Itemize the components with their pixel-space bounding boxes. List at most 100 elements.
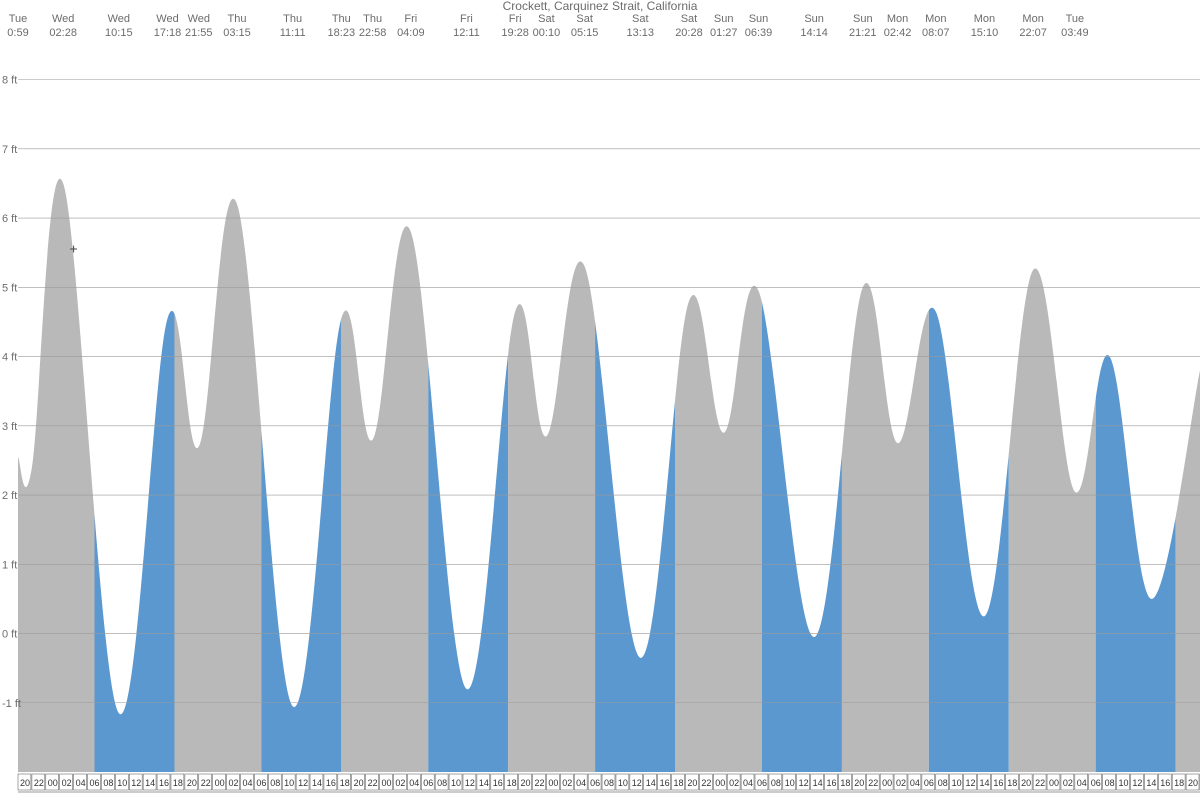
hour-tick-label: 16 xyxy=(493,778,503,788)
time-label-time: 18:23 xyxy=(328,27,356,39)
hour-tick-label: 02 xyxy=(896,778,906,788)
hour-tick-label: 18 xyxy=(340,778,350,788)
hour-tick-label: 12 xyxy=(632,778,642,788)
y-axis-label: 8 ft xyxy=(2,75,17,87)
hour-tick-label: 16 xyxy=(326,778,336,788)
hour-tick-label: 18 xyxy=(173,778,183,788)
time-label-day: Thu xyxy=(283,13,302,25)
time-label-time: 03:49 xyxy=(1061,27,1089,39)
hour-tick-label: 22 xyxy=(1035,778,1045,788)
hour-tick-label: 00 xyxy=(548,778,558,788)
hour-tick-label: 10 xyxy=(1119,778,1129,788)
time-label-time: 17:18 xyxy=(154,27,182,39)
tide-chart: 8 ft7 ft6 ft5 ft4 ft3 ft2 ft1 ft0 ft-1 f… xyxy=(0,0,1200,800)
hour-tick-label: 10 xyxy=(117,778,127,788)
hour-tick-label: 02 xyxy=(62,778,72,788)
hour-tick-label: 00 xyxy=(882,778,892,788)
time-label-day: Fri xyxy=(404,13,417,25)
time-label-time: 22:07 xyxy=(1019,27,1047,39)
time-label-time: 03:15 xyxy=(223,27,251,39)
time-label-day: Wed xyxy=(156,13,178,25)
y-axis-label: -1 ft xyxy=(2,698,21,710)
time-label-time: 21:21 xyxy=(849,27,877,39)
time-label-day: Thu xyxy=(332,13,351,25)
time-label-day: Sat xyxy=(632,13,649,25)
time-label-day: Wed xyxy=(188,13,210,25)
chart-title: Crockett, Carquinez Strait, California xyxy=(503,0,698,13)
hour-tick-label: 04 xyxy=(576,778,586,788)
y-axis-label: 0 ft xyxy=(2,629,17,641)
hour-tick-label: 00 xyxy=(1049,778,1059,788)
hour-tick-label: 00 xyxy=(381,778,391,788)
hour-tick-label: 14 xyxy=(646,778,656,788)
hour-tick-label: 16 xyxy=(826,778,836,788)
hour-tick-label: 12 xyxy=(298,778,308,788)
hour-tick-label: 14 xyxy=(312,778,322,788)
time-label-day: Sun xyxy=(853,13,873,25)
hour-tick-label: 20 xyxy=(1188,778,1198,788)
hour-tick-label: 06 xyxy=(1091,778,1101,788)
hour-tick-label: 02 xyxy=(729,778,739,788)
hour-tick-label: 00 xyxy=(48,778,58,788)
hour-tick-label: 20 xyxy=(354,778,364,788)
time-label-time: 01:27 xyxy=(710,27,738,39)
hour-tick-label: 22 xyxy=(701,778,711,788)
hour-tick-label: 02 xyxy=(229,778,239,788)
hour-tick-label: 04 xyxy=(910,778,920,788)
hour-tick-label: 12 xyxy=(799,778,809,788)
time-label-time: 04:09 xyxy=(397,27,425,39)
time-label-day: Wed xyxy=(108,13,130,25)
y-axis-label: 7 ft xyxy=(2,144,17,156)
hour-tick-label: 20 xyxy=(187,778,197,788)
hour-tick-label: 08 xyxy=(437,778,447,788)
time-label-day: Fri xyxy=(460,13,473,25)
hour-tick-label: 22 xyxy=(201,778,211,788)
y-axis-label: 1 ft xyxy=(2,559,17,571)
hour-tick-label: 06 xyxy=(256,778,266,788)
hour-tick-label: 08 xyxy=(604,778,614,788)
hour-tick-label: 06 xyxy=(757,778,767,788)
hour-tick-label: 16 xyxy=(1160,778,1170,788)
time-label-day: Tue xyxy=(9,13,28,25)
hour-tick-label: 02 xyxy=(562,778,572,788)
hour-tick-label: 08 xyxy=(1105,778,1115,788)
hour-tick-label: 22 xyxy=(34,778,44,788)
hour-tick-label: 06 xyxy=(924,778,934,788)
time-label-day: Sun xyxy=(714,13,734,25)
time-label-time: 10:15 xyxy=(105,27,133,39)
time-label-day: Sat xyxy=(538,13,555,25)
hour-tick-label: 20 xyxy=(1021,778,1031,788)
hour-tick-label: 12 xyxy=(131,778,141,788)
hour-tick-label: 18 xyxy=(840,778,850,788)
hour-tick-label: 16 xyxy=(159,778,169,788)
time-label-day: Mon xyxy=(974,13,995,25)
time-label-day: Sun xyxy=(749,13,769,25)
hour-tick-label: 04 xyxy=(1077,778,1087,788)
tide-chart-svg: 8 ft7 ft6 ft5 ft4 ft3 ft2 ft1 ft0 ft-1 f… xyxy=(0,0,1200,800)
hour-tick-label: 16 xyxy=(993,778,1003,788)
hour-tick-label: 14 xyxy=(145,778,155,788)
time-label-day: Mon xyxy=(887,13,908,25)
hour-tick-label: 06 xyxy=(89,778,99,788)
hour-tick-label: 18 xyxy=(1174,778,1184,788)
now-marker: + xyxy=(70,240,78,256)
hour-tick-label: 08 xyxy=(270,778,280,788)
hour-tick-label: 20 xyxy=(687,778,697,788)
y-axis-label: 2 ft xyxy=(2,490,17,502)
hour-tick-label: 20 xyxy=(854,778,864,788)
time-label-day: Sat xyxy=(681,13,698,25)
hour-tick-label: 14 xyxy=(979,778,989,788)
time-label-day: Thu xyxy=(228,13,247,25)
time-label-time: 08:07 xyxy=(922,27,950,39)
hour-tick-label: 16 xyxy=(660,778,670,788)
time-label-time: 14:14 xyxy=(800,27,828,39)
hour-tick-label: 18 xyxy=(674,778,684,788)
time-label-day: Fri xyxy=(509,13,522,25)
hour-tick-label: 10 xyxy=(618,778,628,788)
hour-tick-label: 22 xyxy=(534,778,544,788)
time-label-time: 21:55 xyxy=(185,27,213,39)
hour-tick-label: 04 xyxy=(76,778,86,788)
time-label-day: Mon xyxy=(925,13,946,25)
hour-tick-label: 04 xyxy=(242,778,252,788)
hour-tick-label: 14 xyxy=(813,778,823,788)
